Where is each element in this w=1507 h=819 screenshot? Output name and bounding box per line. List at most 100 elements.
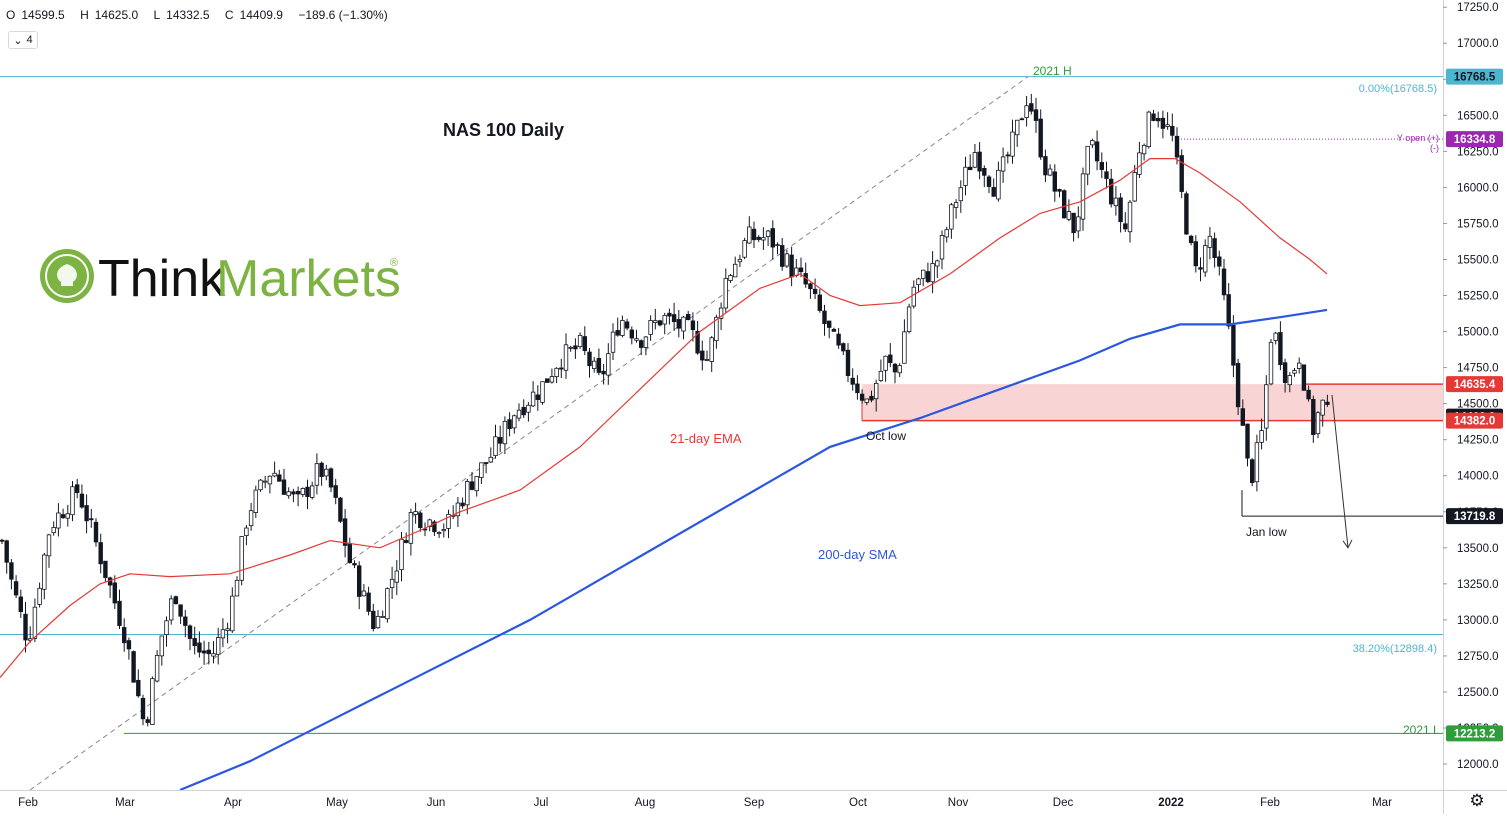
candle-body xyxy=(606,353,611,376)
candle-body xyxy=(488,456,493,463)
candle-body xyxy=(1212,238,1217,258)
candle-body xyxy=(1146,111,1151,148)
collapse-indicators-button[interactable]: ⌄ 4 xyxy=(8,31,38,49)
candle-body xyxy=(1245,423,1250,459)
candle-body xyxy=(1315,412,1321,435)
x-tick-label: Sep xyxy=(744,797,764,809)
x-tick-label: Aug xyxy=(635,797,655,809)
candle-body xyxy=(596,358,602,373)
candle-body xyxy=(686,313,691,321)
candle-body xyxy=(1282,362,1288,383)
candle-body xyxy=(342,518,348,546)
candle-body xyxy=(122,627,127,644)
gear-icon[interactable]: ⚙ xyxy=(1469,791,1485,810)
candle-body xyxy=(1062,190,1067,219)
candle-body xyxy=(465,481,470,506)
candle-body xyxy=(154,654,160,682)
candle-body xyxy=(333,485,338,498)
candle-body xyxy=(582,336,587,352)
candle-body xyxy=(1254,442,1260,483)
x-tick-label: Mar xyxy=(1372,797,1392,809)
logo-think: Think xyxy=(98,250,226,308)
badge-year-open-text: 16334.8 xyxy=(1454,134,1496,146)
candle-body xyxy=(361,590,367,597)
candle-body xyxy=(483,462,489,464)
candle-body xyxy=(211,653,216,657)
candle-body xyxy=(535,394,540,400)
candle-body xyxy=(1000,156,1006,172)
resistance-zone xyxy=(862,384,1443,421)
candle-body xyxy=(958,187,963,202)
candle-body xyxy=(648,320,653,335)
candle-body xyxy=(916,278,921,286)
low-label: L xyxy=(153,8,161,22)
candle-body xyxy=(32,606,38,639)
label-year-open: Y open (+) xyxy=(1397,133,1439,143)
candle-body xyxy=(549,376,555,383)
candle-body xyxy=(935,260,940,267)
candle-body xyxy=(328,468,334,488)
candle-body xyxy=(601,370,606,375)
candle-body xyxy=(140,697,146,720)
candle-body xyxy=(888,354,893,364)
candle-body xyxy=(37,587,42,605)
candle-body xyxy=(356,565,362,597)
candle-body xyxy=(657,320,663,326)
candle-body xyxy=(394,570,399,583)
candle-body xyxy=(352,563,357,566)
candle-body xyxy=(220,629,226,639)
candle-body xyxy=(733,263,738,278)
candle-body xyxy=(700,350,705,361)
candle-body xyxy=(1094,141,1100,162)
candle-body xyxy=(808,283,813,290)
candle-body xyxy=(65,513,70,519)
candle-body xyxy=(784,253,790,267)
candle-body xyxy=(855,383,860,394)
badge-jan-low-text: 13719.8 xyxy=(1454,511,1496,523)
x-tick-label: Oct xyxy=(849,797,868,809)
logo-markets: Markets xyxy=(216,250,401,308)
candle-body xyxy=(502,420,508,445)
chart-title: NAS 100 Daily xyxy=(443,120,564,140)
candle-body xyxy=(385,588,390,620)
candle-body xyxy=(723,277,728,309)
candle-body xyxy=(1043,156,1048,176)
candle-body xyxy=(1010,131,1015,157)
indicator-count: 4 xyxy=(26,34,33,46)
candle-body xyxy=(1325,401,1330,405)
projection-arrow xyxy=(1331,394,1349,548)
candle-body xyxy=(1080,173,1086,220)
candle-body xyxy=(418,512,423,528)
candle-body xyxy=(1038,118,1043,158)
candle-body xyxy=(1024,105,1029,118)
logo-registered: ® xyxy=(390,257,398,269)
candle-body xyxy=(197,642,202,653)
candle-body xyxy=(559,367,564,370)
candle-body xyxy=(1198,267,1203,270)
candle-body xyxy=(295,491,301,495)
candle-body xyxy=(103,560,108,578)
candle-body xyxy=(906,306,912,332)
candle-body xyxy=(413,511,418,515)
candle-body xyxy=(991,187,996,197)
y-tick-label: 12750.0 xyxy=(1457,651,1499,663)
candle-body xyxy=(507,419,512,430)
candle-body xyxy=(272,472,277,477)
candle-body xyxy=(1259,430,1264,443)
candle-body xyxy=(878,370,884,381)
candle-body xyxy=(1320,399,1325,416)
candle-body xyxy=(1029,103,1034,112)
candle-body xyxy=(427,519,432,528)
candle-body xyxy=(827,320,832,328)
candle-body xyxy=(432,521,437,533)
candle-body xyxy=(239,536,244,581)
candle-body xyxy=(780,245,785,267)
candle-body xyxy=(690,320,696,331)
y-tick-label: 15750.0 xyxy=(1457,218,1499,230)
candle-body xyxy=(1240,408,1245,426)
label-fib-382: 38.20%(12898.4) xyxy=(1353,643,1437,655)
candle-body xyxy=(765,230,771,237)
candle-body xyxy=(0,539,5,542)
